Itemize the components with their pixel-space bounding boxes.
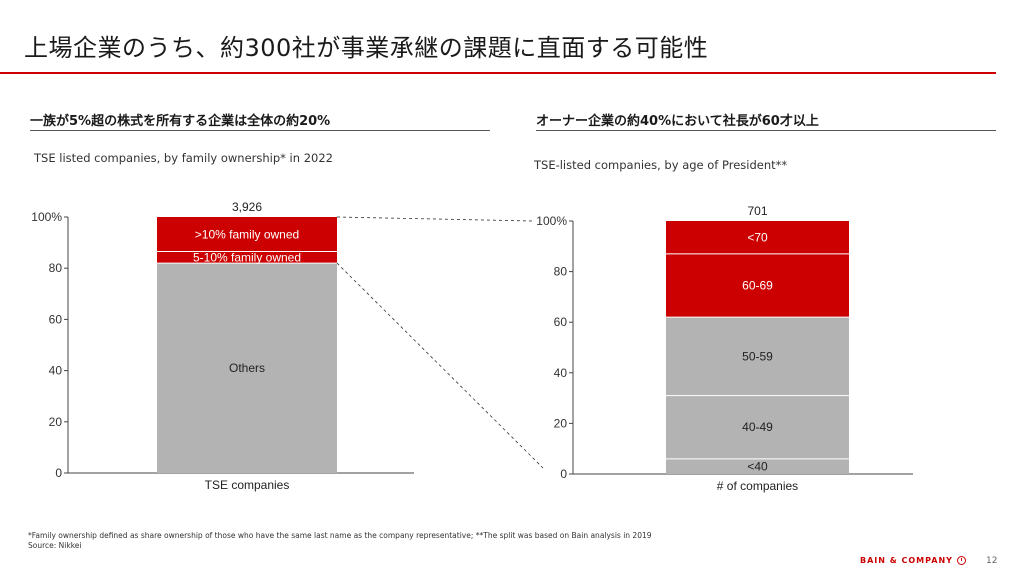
footnote: *Family ownership defined as share owner… xyxy=(28,531,652,540)
page-number: 12 xyxy=(986,556,998,566)
left-bar-segment-2 xyxy=(157,217,337,252)
right-y-tick-label: 60 xyxy=(554,315,568,329)
left-y-tick-label: 40 xyxy=(49,364,63,378)
left-bar-segment-0 xyxy=(157,263,337,473)
left-bar-segment-1 xyxy=(157,251,337,264)
left-category-label: TSE companies xyxy=(205,478,290,492)
right-y-tick-label: 100% xyxy=(536,214,567,228)
right-segment-label: <70 xyxy=(747,230,768,244)
right-bar-segment-3 xyxy=(666,253,849,318)
connector-line-bottom xyxy=(336,262,544,469)
right-section-divider xyxy=(536,130,996,131)
right-y-tick-label: 80 xyxy=(554,265,568,279)
brand-name: BAIN & COMPANY xyxy=(860,556,953,565)
right-segment-label: <40 xyxy=(747,459,768,473)
left-segment-label: 5-10% family owned xyxy=(193,250,301,264)
left-segment-label: >10% family owned xyxy=(195,227,299,241)
connector-line-top xyxy=(336,216,534,222)
left-y-tick-label: 0 xyxy=(55,466,62,480)
left-section-divider xyxy=(30,130,490,131)
right-chart-subtitle: TSE-listed companies, by age of Presiden… xyxy=(534,158,788,172)
left-chart-subtitle: TSE listed companies, by family ownershi… xyxy=(34,151,333,165)
right-segment-label: 50-59 xyxy=(742,349,773,363)
page-title: 上場企業のうち、約300社が事業承継の課題に直面する可能性 xyxy=(24,34,709,62)
left-segment-label: Others xyxy=(229,361,265,375)
right-bar-segment-4 xyxy=(666,221,849,254)
right-y-tick-label: 40 xyxy=(554,366,568,380)
right-total-label: 701 xyxy=(747,204,767,218)
right-bar-segment-0 xyxy=(666,458,849,474)
right-y-tick-label: 0 xyxy=(560,467,567,481)
left-y-tick-label: 60 xyxy=(49,312,63,326)
right-bar-segment-1 xyxy=(666,395,849,459)
right-segment-label: 60-69 xyxy=(742,279,773,293)
left-section-heading: 一族が5%超の株式を所有する企業は全体の約20% xyxy=(30,114,331,129)
right-y-tick-label: 20 xyxy=(554,416,568,430)
title-divider xyxy=(0,72,996,74)
brand-logo: BAIN & COMPANY xyxy=(860,556,966,565)
right-segment-label: 40-49 xyxy=(742,420,773,434)
right-section-heading: オーナー企業の約40%において社長が60才以上 xyxy=(536,114,819,129)
right-bar-segment-2 xyxy=(666,317,849,396)
source-note: Source: Nikkei xyxy=(28,541,82,550)
power-icon xyxy=(956,556,966,565)
left-y-tick-label: 20 xyxy=(49,415,63,429)
left-y-tick-label: 80 xyxy=(49,261,63,275)
right-category-label: # of companies xyxy=(717,479,798,493)
left-total-label: 3,926 xyxy=(232,200,262,214)
left-y-tick-label: 100% xyxy=(31,210,62,224)
